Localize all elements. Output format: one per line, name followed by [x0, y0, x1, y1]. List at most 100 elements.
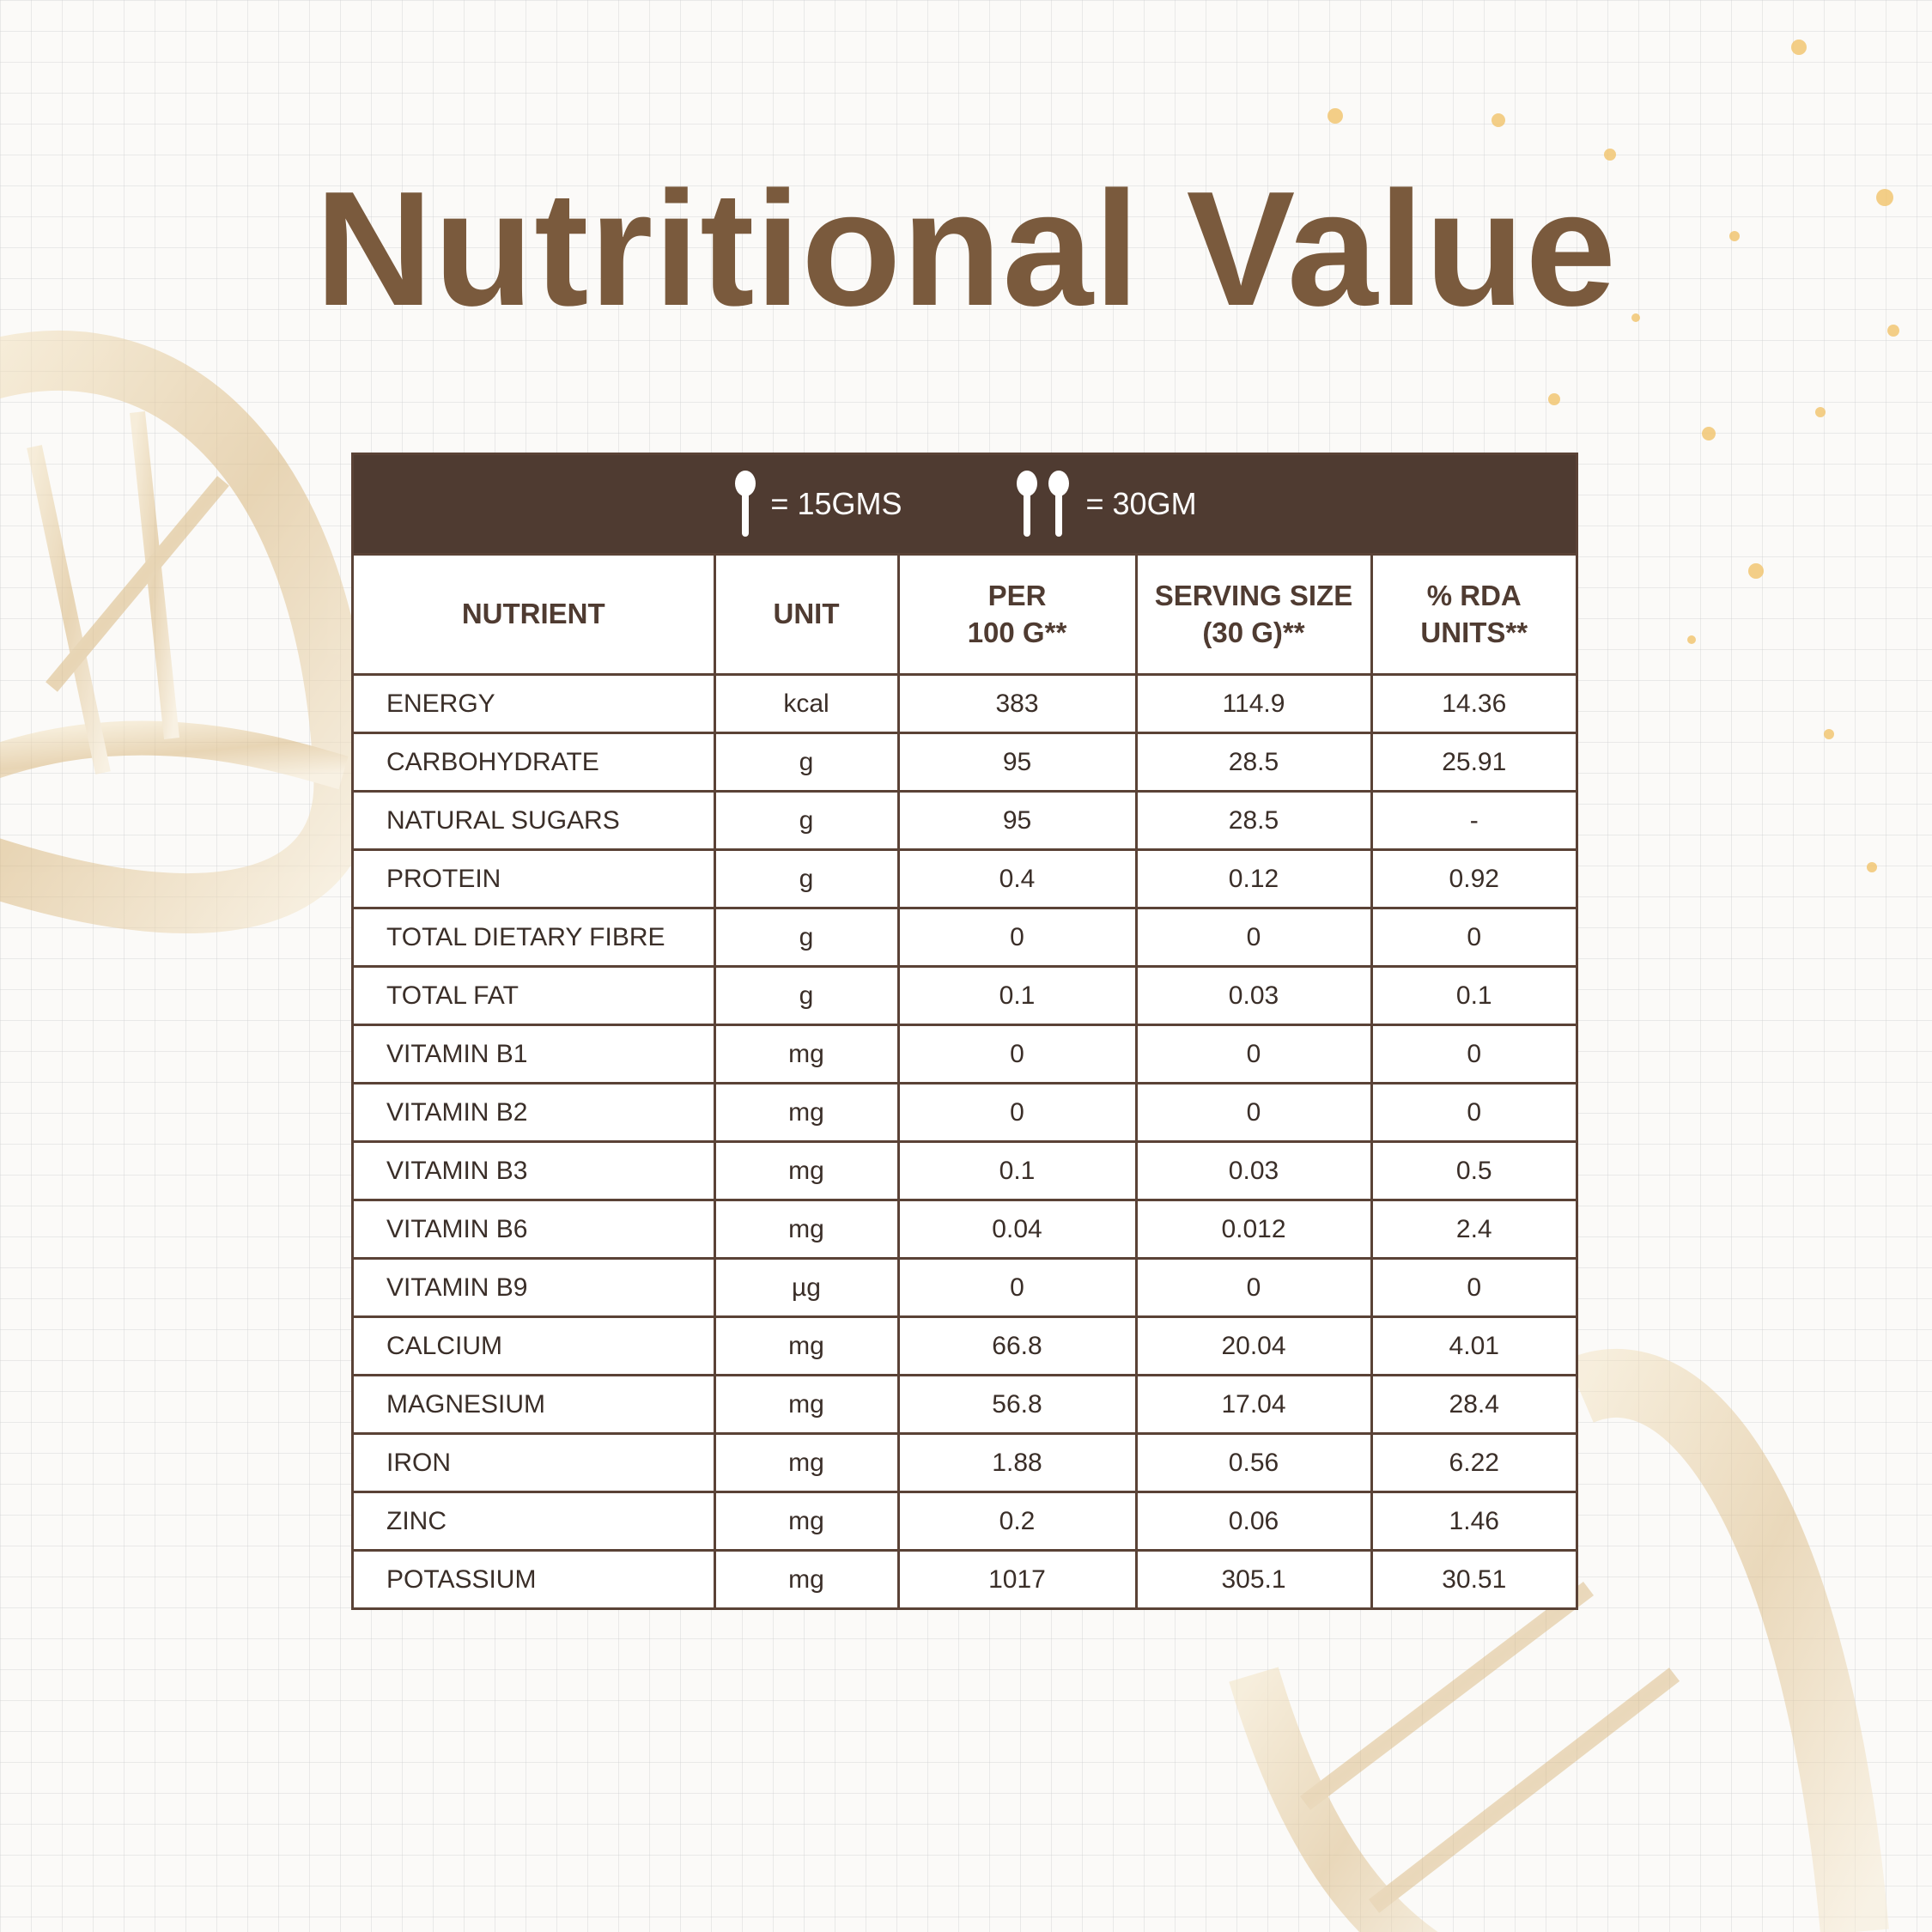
table-cell: mg	[713, 1549, 900, 1607]
table-row: MAGNESIUM mg 56.8 17.04 28.4	[354, 1374, 1576, 1435]
table-cell: 383	[896, 673, 1138, 734]
table-row: POTASSIUM mg 1017 305.1 30.51	[354, 1549, 1576, 1607]
table-cell: 28.5	[1134, 732, 1373, 793]
legend-one-spoon: = 15GMS	[732, 470, 902, 538]
table-row: VITAMIN B2 mg 0 0 0	[354, 1082, 1576, 1143]
header-row: NUTRIENT UNIT PER 100 G** SERVING SIZE (30 G)…	[354, 553, 1576, 676]
nutrient-name: VITAMIN B1	[354, 1024, 716, 1084]
table-cell: 0.56	[1134, 1432, 1373, 1493]
legend-two-spoons: = 30GM	[1014, 470, 1197, 538]
table-cell: mg	[713, 1315, 900, 1376]
header-line: % RDA	[1426, 579, 1522, 611]
table-cell: 0.1	[896, 1140, 1138, 1201]
table-cell: 28.5	[1134, 790, 1373, 851]
header-line: 100 G**	[967, 616, 1067, 648]
serving-legend: = 15GMS = 30GM	[354, 455, 1576, 553]
table-cell: 0.06	[1134, 1491, 1373, 1552]
table-row: ZINC mg 0.2 0.06 1.46	[354, 1491, 1576, 1552]
table-cell: 2.4	[1370, 1199, 1576, 1260]
nutrient-name: IRON	[354, 1432, 716, 1493]
table-cell: 14.36	[1370, 673, 1576, 734]
table-cell: kcal	[713, 673, 900, 734]
table-row: PROTEIN g 0.4 0.12 0.92	[354, 848, 1576, 909]
table-cell: 0	[1134, 1024, 1373, 1084]
nutrient-name: MAGNESIUM	[354, 1374, 716, 1435]
table-cell: g	[713, 907, 900, 968]
table-cell: 95	[896, 732, 1138, 793]
nutrition-table: NUTRIENT UNIT PER 100 G** SERVING SIZE (30 G)…	[354, 553, 1576, 1607]
table-cell: 25.91	[1370, 732, 1576, 793]
header-line: UNIT	[773, 598, 840, 630]
table-cell: mg	[713, 1140, 900, 1201]
table-cell: 0	[896, 907, 1138, 968]
table-cell: 0.5	[1370, 1140, 1576, 1201]
nutrient-name: CALCIUM	[354, 1315, 716, 1376]
table-cell: 0	[896, 1257, 1138, 1318]
table-cell: 305.1	[1134, 1549, 1373, 1607]
legend-text: = 15GMS	[770, 486, 902, 521]
table-cell: 0.1	[896, 965, 1138, 1026]
nutrient-name: ZINC	[354, 1491, 716, 1552]
table-cell: 0	[1370, 1082, 1576, 1143]
table-cell: 95	[896, 790, 1138, 851]
table-cell: 4.01	[1370, 1315, 1576, 1376]
column-header: PER 100 G**	[896, 553, 1138, 676]
table-cell: 56.8	[896, 1374, 1138, 1435]
table-cell: 0	[1370, 907, 1576, 968]
spoon-icon	[735, 471, 756, 537]
nutrient-name: ENERGY	[354, 673, 716, 734]
header-line: PER	[987, 579, 1047, 611]
table-cell: mg	[713, 1432, 900, 1493]
header-line: SERVING SIZE	[1154, 579, 1353, 611]
table-cell: 1017	[896, 1549, 1138, 1607]
header-line: UNITS**	[1420, 616, 1528, 648]
page-title: Nutritional Value	[314, 158, 1618, 340]
header-line: NUTRIENT	[461, 598, 605, 630]
table-row: TOTAL DIETARY FIBRE g 0 0 0	[354, 907, 1576, 968]
table-row: VITAMIN B1 mg 0 0 0	[354, 1024, 1576, 1084]
table-row: ENERGY kcal 383 114.9 14.36	[354, 673, 1576, 734]
table-cell: mg	[713, 1491, 900, 1552]
table-cell: mg	[713, 1374, 900, 1435]
table-cell: 17.04	[1134, 1374, 1373, 1435]
table-cell: 0.12	[1134, 848, 1373, 909]
nutrient-name: VITAMIN B3	[354, 1140, 716, 1201]
nutrition-panel: = 15GMS = 30GM NUTRIENT UNIT PER 100 G** SER…	[351, 453, 1578, 1610]
table-cell: 0.4	[896, 848, 1138, 909]
table-row: NATURAL SUGARS g 95 28.5-	[354, 790, 1576, 851]
nutrient-name: VITAMIN B6	[354, 1199, 716, 1260]
table-cell: 0	[1370, 1024, 1576, 1084]
column-header: UNIT	[713, 553, 900, 676]
table-row: CALCIUM mg 66.8 20.04 4.01	[354, 1315, 1576, 1376]
table-cell: 20.04	[1134, 1315, 1373, 1376]
column-header: NUTRIENT	[354, 553, 716, 676]
header-line: (30 G)**	[1202, 616, 1305, 648]
table-cell: 0	[1134, 1082, 1373, 1143]
table-cell: 0	[1134, 907, 1373, 968]
dna-right	[1229, 1348, 1889, 1932]
table-cell: 0.92	[1370, 848, 1576, 909]
table-cell: 0	[896, 1082, 1138, 1143]
table-cell: g	[713, 965, 900, 1026]
table-row: VITAMIN B3 mg 0.1 0.03 0.5	[354, 1140, 1576, 1201]
table-row: IRON mg 1.88 0.56 6.22	[354, 1432, 1576, 1493]
sparkles	[1327, 39, 1899, 872]
nutrient-name: TOTAL FAT	[354, 965, 716, 1026]
table-cell: mg	[713, 1199, 900, 1260]
table-cell: 28.4	[1370, 1374, 1576, 1435]
table-cell: 0.1	[1370, 965, 1576, 1026]
table-cell: µg	[713, 1257, 900, 1318]
table-cell: 114.9	[1134, 673, 1373, 734]
spoons-icon	[1016, 471, 1069, 537]
table-cell: 0.03	[1134, 965, 1373, 1026]
dna-left	[0, 330, 374, 934]
table-row: VITAMIN B9 µg 0 0 0	[354, 1257, 1576, 1318]
table-cell: mg	[713, 1024, 900, 1084]
table-cell: 1.46	[1370, 1491, 1576, 1552]
table-cell: 30.51	[1370, 1549, 1576, 1607]
table-cell: 0.012	[1134, 1199, 1373, 1260]
legend-text: = 30GM	[1085, 486, 1197, 521]
